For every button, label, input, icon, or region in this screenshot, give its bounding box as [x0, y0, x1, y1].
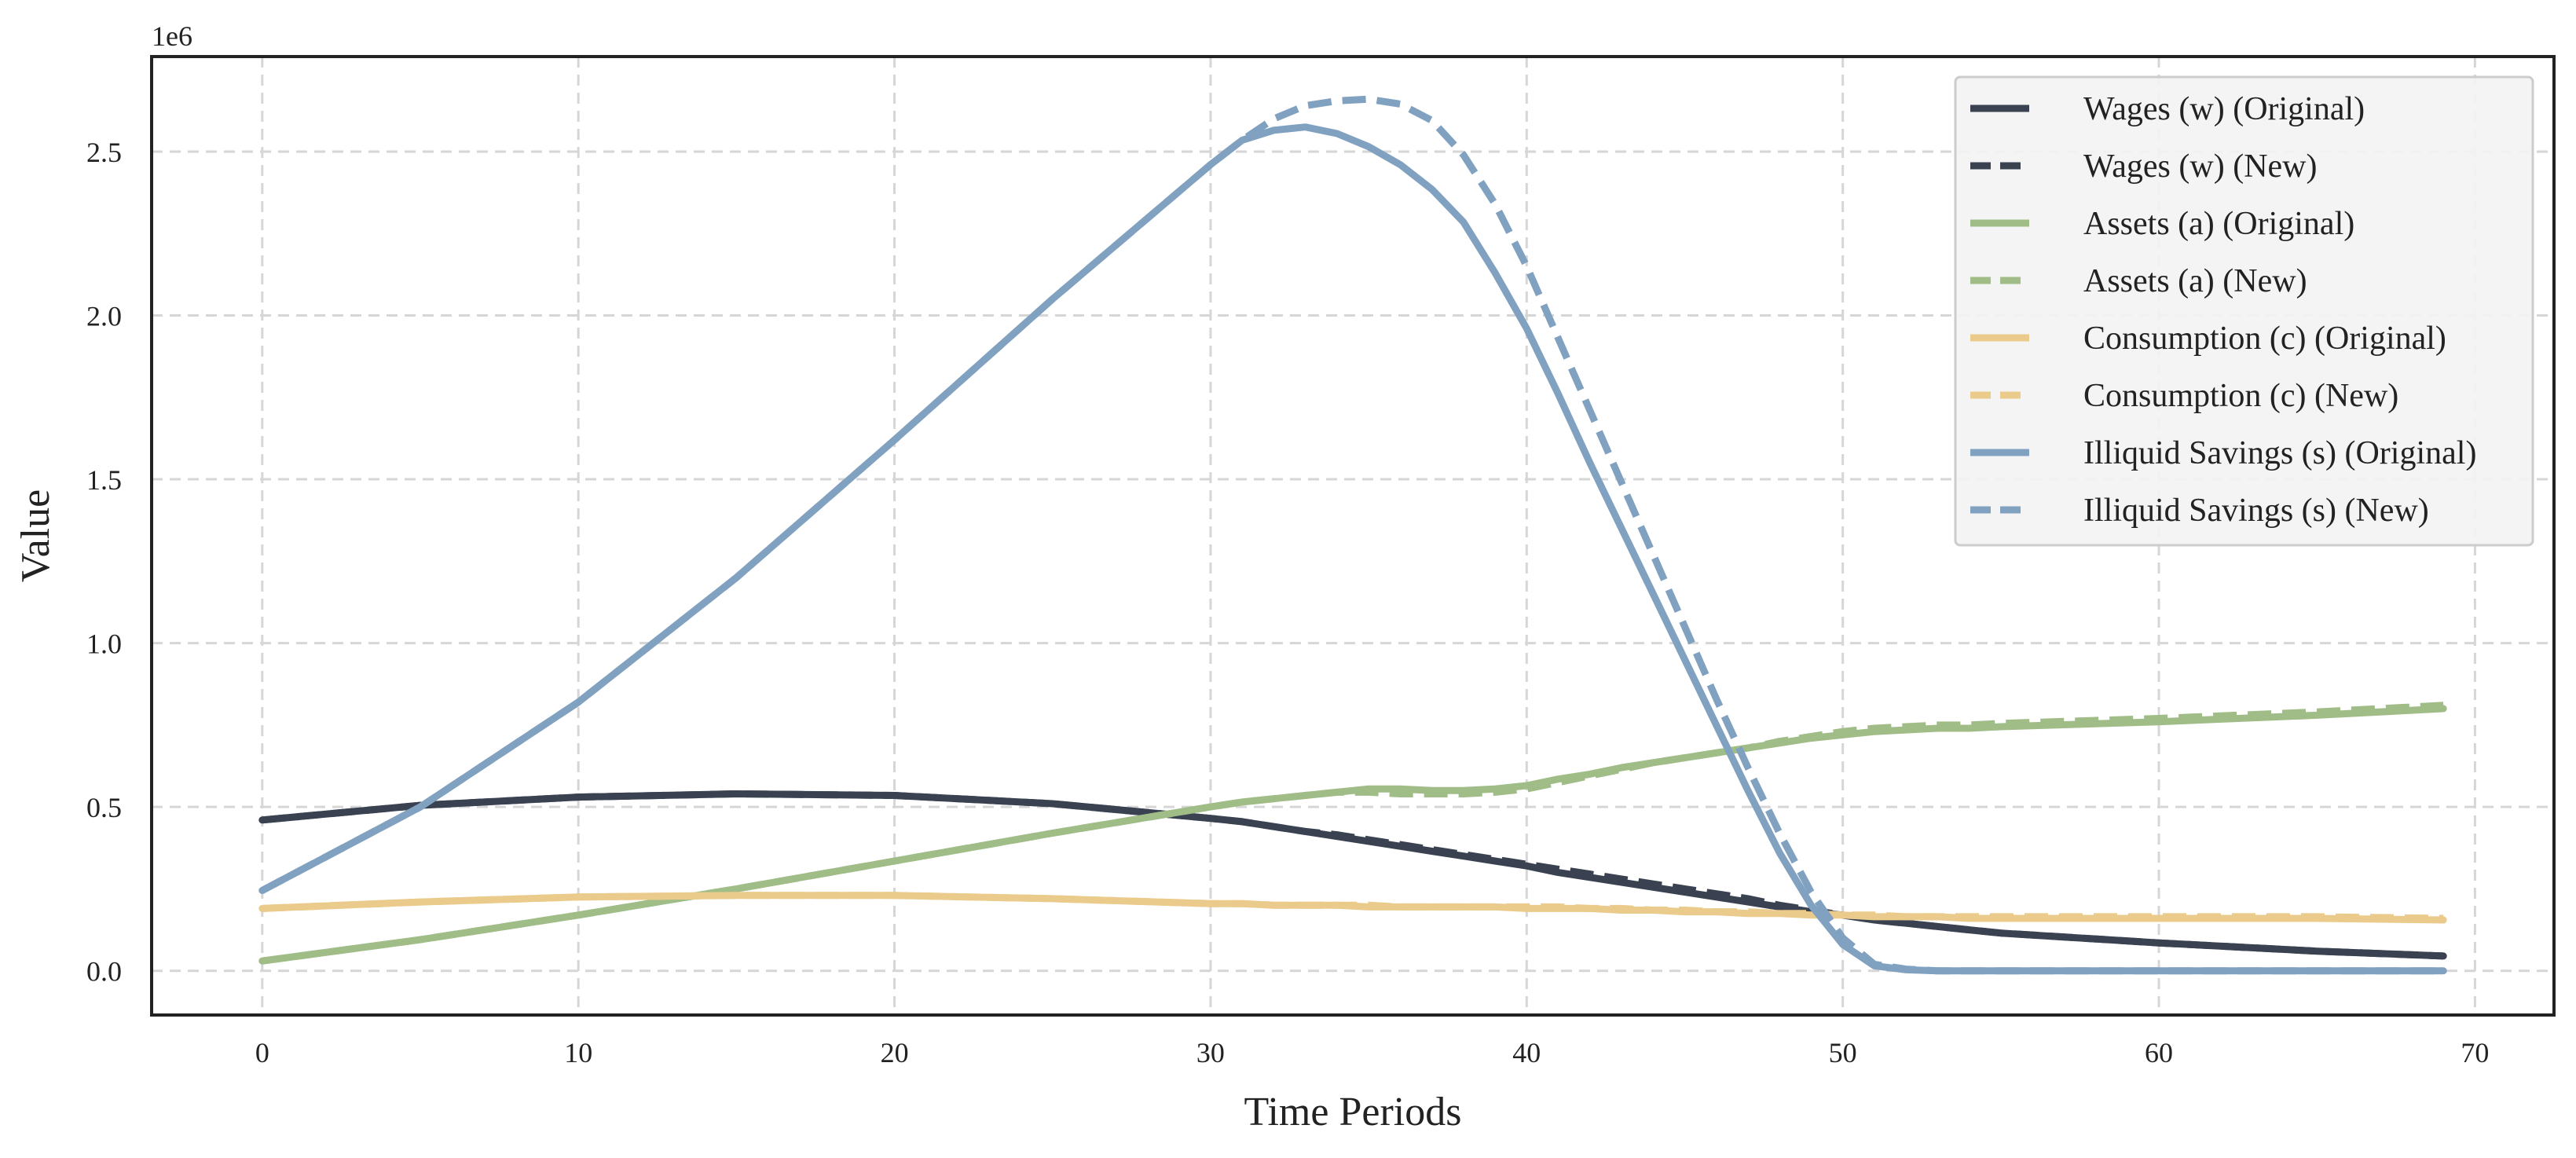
legend: Wages (w) (Original) Wages (w) (New) Asset… [1954, 75, 2534, 547]
x-tick-label: 40 [1512, 1037, 1541, 1068]
grid [152, 57, 2554, 1015]
y-tick-label: 2.5 [86, 137, 122, 168]
x-tick-label: 70 [2461, 1037, 2489, 1068]
x-tick-label: 20 [881, 1037, 909, 1068]
x-tick-label: 50 [1829, 1037, 1857, 1068]
y-axis-label: Value [13, 489, 58, 582]
x-axis-ticks: 0 10 20 30 40 50 60 70 [255, 1037, 2490, 1068]
legend-label: Consumption (c) (Original) [2083, 321, 2446, 357]
plot-frame [150, 55, 2556, 1017]
x-tick-label: 0 [255, 1037, 269, 1068]
x-axis-label: Time Periods [1244, 1090, 1462, 1134]
y-tick-label: 2.0 [86, 301, 122, 332]
x-tick-label: 10 [564, 1037, 592, 1068]
x-tick-label: 30 [1196, 1037, 1225, 1068]
legend-box [1954, 75, 2534, 547]
series-layer [258, 95, 2447, 975]
legend-label: Illiquid Savings (s) (New) [2083, 493, 2429, 529]
y-offset-label: 1e6 [152, 20, 192, 52]
legend-label: Wages (w) (New) [2083, 148, 2318, 185]
series-line-wages-w-new [262, 790, 2444, 960]
legend-label: Consumption (c) (New) [2083, 378, 2398, 414]
x-tick-label: 60 [2145, 1037, 2173, 1068]
legend-label: Wages (w) (Original) [2083, 91, 2365, 127]
y-tick-label: 1.0 [86, 628, 122, 660]
y-tick-label: 0.0 [86, 956, 122, 988]
y-tick-label: 1.5 [86, 464, 122, 496]
legend-label: Assets (a) (New) [2083, 263, 2307, 299]
legend-label: Assets (a) (Original) [2083, 206, 2354, 242]
legend-label: Illiquid Savings (s) (Original) [2083, 435, 2476, 471]
series-line-assets-a-new [262, 702, 2444, 965]
series-line-consumption-c-new [262, 892, 2444, 922]
y-axis-ticks: 0.0 0.5 1.0 1.5 2.0 2.5 [86, 137, 122, 988]
series-line-illiquid-savings-s-new [260, 95, 2444, 975]
y-tick-label: 0.5 [86, 792, 122, 823]
